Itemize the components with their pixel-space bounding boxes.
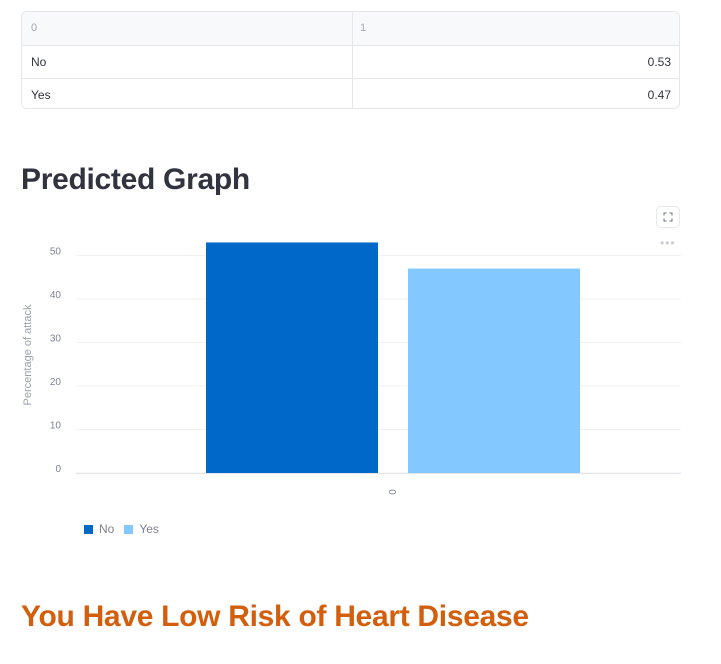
column-header-1[interactable]: 1 [360, 22, 367, 34]
y-tick-label: 30 [50, 334, 62, 345]
table-row: No 0.53 [22, 45, 679, 78]
legend-label-yes: Yes [139, 522, 159, 536]
y-tick-label: 20 [50, 377, 62, 388]
y-axis-label: Percentage of attack [22, 304, 34, 405]
y-tick-label: 50 [50, 247, 62, 258]
column-header-0[interactable]: 0 [31, 22, 38, 34]
column-divider [352, 12, 353, 108]
y-tick-label: 0 [55, 464, 61, 475]
row-label: Yes [31, 88, 51, 102]
more-horizontal-icon[interactable]: ••• [660, 236, 676, 250]
fullscreen-button[interactable] [656, 206, 680, 228]
page-heading-graph: Predicted Graph [21, 163, 250, 196]
legend-item-no[interactable]: No [84, 522, 114, 536]
bar-yes [408, 268, 580, 473]
dataframe-table: 0 1 No 0.53 Yes 0.47 [21, 11, 680, 109]
row-value: 0.47 [647, 88, 671, 102]
risk-result-heading: You Have Low Risk of Heart Disease [21, 600, 529, 633]
fullscreen-icon [663, 212, 673, 222]
legend-swatch-no [84, 524, 93, 534]
legend-label-no: No [99, 522, 115, 536]
row-label: No [31, 55, 47, 69]
table-row: Yes 0.47 [22, 78, 679, 108]
legend-swatch-yes [124, 524, 134, 534]
y-tick-label: 10 [50, 421, 62, 432]
table-header-row: 0 1 [22, 12, 679, 45]
chart-legend: No Yes [84, 522, 169, 536]
row-value: 0.53 [647, 55, 671, 69]
bar-chart: 0 10 20 30 40 50 Percentage of attack 0 [22, 242, 681, 495]
legend-item-yes[interactable]: Yes [124, 522, 159, 536]
x-tick-label: 0 [388, 489, 399, 495]
y-tick-label: 40 [50, 290, 62, 301]
bar-no [206, 242, 378, 473]
